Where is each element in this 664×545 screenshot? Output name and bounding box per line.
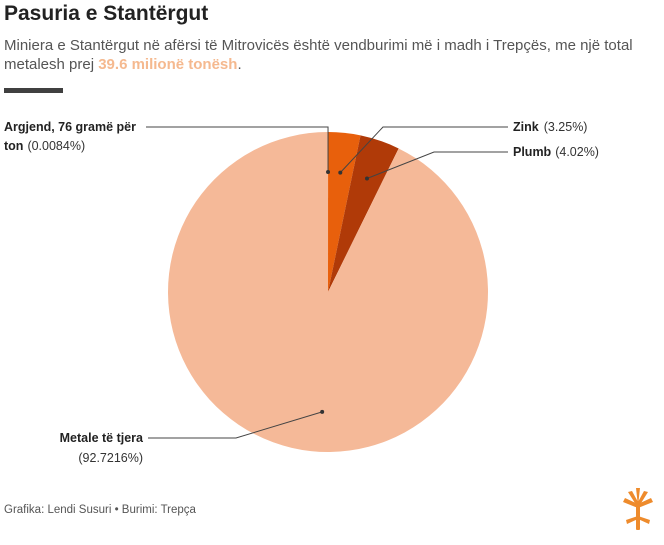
subtitle-text: Miniera e Stantërgut në afërsi të Mitrov… <box>4 37 633 73</box>
leader-dot-argjend <box>326 170 331 174</box>
label-other-pct: (92.7216%) <box>78 451 143 465</box>
pie-slice-plumb <box>328 135 399 292</box>
leader-line-other <box>148 411 323 439</box>
label-zink: Zink (3.25%) <box>513 120 587 134</box>
leader-lines <box>146 126 508 439</box>
title-rule <box>4 88 63 93</box>
label-argjend-pct: (0.0084%) <box>27 139 85 153</box>
pie-slice-other <box>168 132 489 452</box>
pie-slice-zink <box>328 132 361 292</box>
pie-chart: Argjend, 76 gramë për ton (0.0084%) Zink (… <box>4 120 599 465</box>
label-argjend-name-2: ton (0.0084%) <box>4 139 85 153</box>
label-zink-pct: (3.25%) <box>544 120 588 134</box>
chart-title: Pasuria e Stantërgut <box>4 2 209 25</box>
footer-credit: Grafika: Lendi Susuri • Burimi: Trepça <box>4 504 196 516</box>
label-zink-name: Zink <box>513 120 539 134</box>
label-argjend-name-1: Argjend, 76 gramë për <box>4 120 136 134</box>
rfe-rl-logo-icon <box>623 488 653 530</box>
leader-line-argjend <box>146 126 329 172</box>
slice-labels: Argjend, 76 gramë për ton (0.0084%) Zink (… <box>4 120 599 465</box>
leader-dot-other <box>320 409 325 414</box>
label-argjend-name-2-text: ton <box>4 139 23 153</box>
chart-subtitle: Miniera e Stantërgut në afërsi të Mitrov… <box>4 36 654 74</box>
label-plumb: Plumb (4.02%) <box>513 145 599 159</box>
leader-dot-zink <box>338 170 343 175</box>
label-plumb-name: Plumb <box>513 145 552 159</box>
subtitle-highlight: 39.6 milionë tonësh <box>98 56 238 73</box>
label-plumb-pct: (4.02%) <box>555 145 599 159</box>
label-other-name: Metale të tjera <box>60 431 144 445</box>
pie-slices <box>168 132 489 452</box>
leader-line-zink <box>339 126 508 173</box>
leader-dot-plumb <box>365 176 370 181</box>
leader-line-plumb <box>366 151 508 179</box>
subtitle-end: . <box>237 56 242 73</box>
